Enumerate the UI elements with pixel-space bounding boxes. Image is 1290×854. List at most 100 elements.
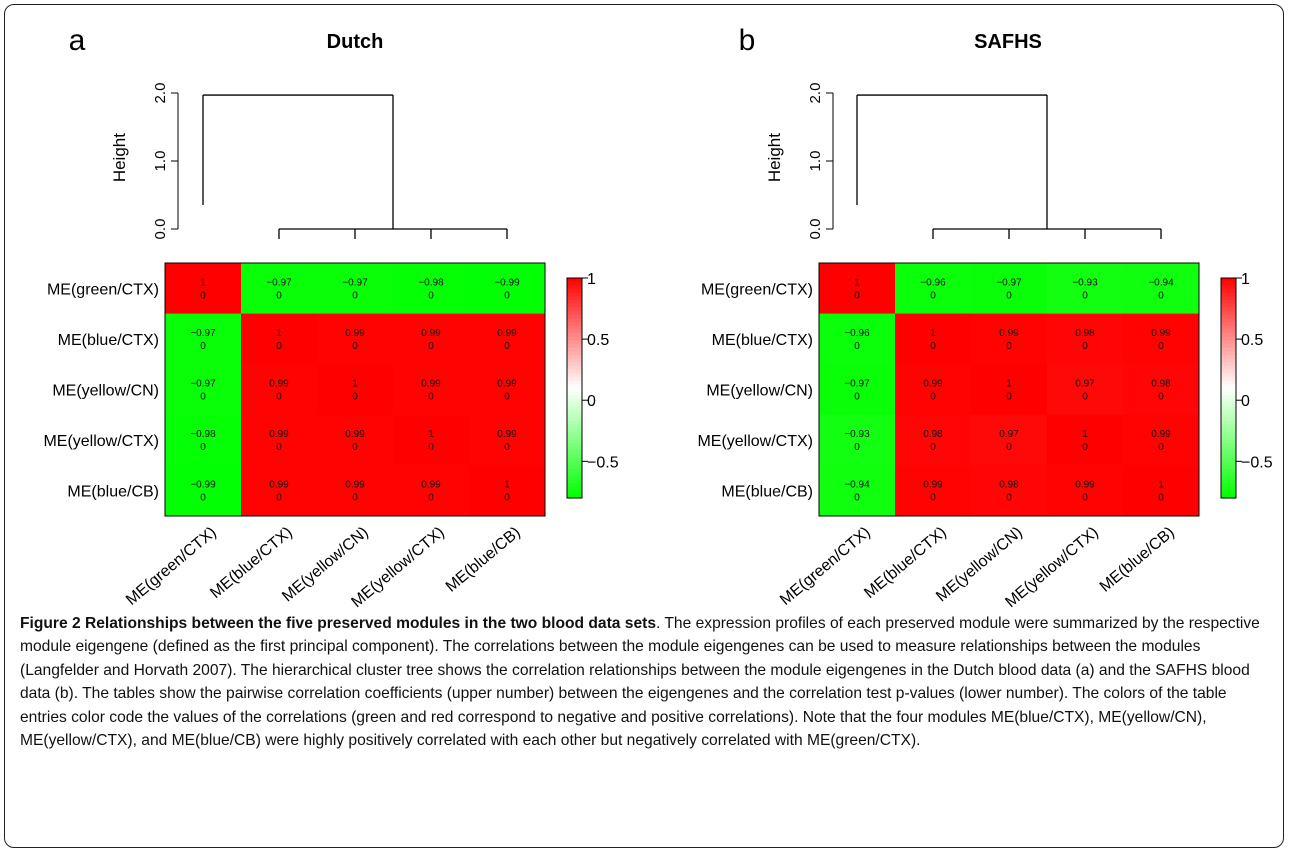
cell-correlation-label: 1 [1006,379,1012,390]
colorbar-segment [567,476,582,481]
heatmap-cell [393,364,470,416]
cell-pvalue-label: 0 [930,392,936,403]
colorbar-segment [567,344,582,349]
colorbar-segment [1221,344,1236,349]
cell-pvalue-label: 0 [1082,493,1088,504]
heatmap-column-label: ME(blue/CB) [1097,524,1178,596]
cell-pvalue-label: 0 [276,493,282,504]
heatmap-cell [317,414,394,466]
colorbar-segment [1221,369,1236,374]
heatmap-cell [469,263,546,315]
colorbar-segment [1221,311,1236,316]
colorbar-segment [1221,340,1236,345]
cell-pvalue-label: 0 [1006,341,1012,352]
cell-pvalue-label: 0 [1006,442,1012,453]
cell-pvalue-label: 0 [352,442,358,453]
heatmap-cell [1123,263,1200,315]
cell-correlation-label: 0.99 [1151,328,1171,339]
heatmap-cell [1047,263,1124,315]
heatmap-cell [165,263,242,315]
heatmap-column-label: ME(green/CTX) [123,524,220,609]
cell-correlation-label: −0.93 [844,429,870,440]
colorbar-segment [567,347,582,352]
cell-correlation-label: −0.98 [418,277,444,288]
cell-correlation-label: 1 [276,328,282,339]
colorbar-segment [567,311,582,316]
cell-pvalue-label: 0 [1082,290,1088,301]
cell-pvalue-label: 0 [428,493,434,504]
colorbar-segment [1221,303,1236,308]
colorbar-segment [567,358,582,363]
colorbar-segment [1221,380,1236,385]
colorbar-segment [567,285,582,290]
figure-caption: Figure 2 Relationships between the five … [20,612,1276,752]
colorbar-tick-label: 0.5 [1241,332,1263,349]
caption-body: . The expression profiles of each preser… [20,615,1260,750]
colorbar-tick-label: 1 [587,271,596,288]
panel-label: b [739,24,756,57]
colorbar-segment [1221,424,1236,429]
cell-pvalue-label: 0 [276,392,282,403]
colorbar-segment [567,303,582,308]
colorbar-segment [567,435,582,440]
cell-correlation-label: 0.99 [497,328,517,339]
colorbar-segment [1221,465,1236,470]
cell-correlation-label: −0.98 [190,429,216,440]
cell-pvalue-label: 0 [352,392,358,403]
cell-pvalue-label: 0 [200,341,206,352]
heatmap-cell [971,263,1048,315]
cell-correlation-label: 0.99 [345,480,365,491]
colorbar-segment [1221,373,1236,378]
colorbar-segment [1221,461,1236,466]
cell-correlation-label: −0.97 [190,379,216,390]
cell-correlation-label: 0.99 [999,328,1019,339]
colorbar-segment [567,384,582,389]
cell-pvalue-label: 0 [1158,290,1164,301]
colorbar-segment [567,340,582,345]
cell-pvalue-label: 0 [504,392,510,403]
cell-pvalue-label: 0 [1082,341,1088,352]
cell-pvalue-label: 0 [276,442,282,453]
colorbar-segment [1221,314,1236,319]
heatmap-cell [895,313,972,365]
cell-pvalue-label: 0 [930,290,936,301]
heatmap-cell [165,465,242,517]
heatmap-cell [1123,364,1200,416]
cell-pvalue-label: 0 [1082,392,1088,403]
colorbar-segment [1221,483,1236,488]
colorbar-segment [567,314,582,319]
colorbar-segment [1221,443,1236,448]
colorbar-segment [1221,300,1236,305]
colorbar-segment [1221,325,1236,330]
colorbar-segment [1221,457,1236,462]
colorbar-segment [1221,307,1236,312]
colorbar-segment [567,351,582,356]
heatmap-row-label: ME(yellow/CN) [706,383,813,400]
cell-correlation-label: 1 [854,277,860,288]
heatmap-cell [1047,465,1124,517]
heatmap-cell [469,414,546,466]
cell-pvalue-label: 0 [200,290,206,301]
heatmap-cell [317,263,394,315]
cell-correlation-label: −0.94 [1148,277,1174,288]
dendrogram-y-tick-label: 2.0 [152,83,169,104]
dendrogram-y-tick-label: 1.0 [807,151,824,172]
cell-correlation-label: −0.97 [996,277,1022,288]
colorbar-segment [567,362,582,367]
colorbar-tick-label: 0 [1241,393,1250,410]
colorbar-segment [1221,289,1236,294]
heatmap-border [164,262,546,517]
heatmap-cell [971,313,1048,365]
heatmap-row-label: ME(green/CTX) [701,281,813,298]
colorbar-segment [1221,479,1236,484]
colorbar-segment [1221,494,1236,499]
cell-pvalue-label: 0 [1006,392,1012,403]
cell-pvalue-label: 0 [854,341,860,352]
heatmap-row-label: ME(blue/CB) [721,484,813,501]
colorbar-segment [1221,439,1236,444]
colorbar-segment [567,446,582,451]
colorbar-segment [567,424,582,429]
colorbar-segment [1221,355,1236,360]
cell-correlation-label: −0.93 [1072,277,1098,288]
heatmap-cell [165,414,242,466]
